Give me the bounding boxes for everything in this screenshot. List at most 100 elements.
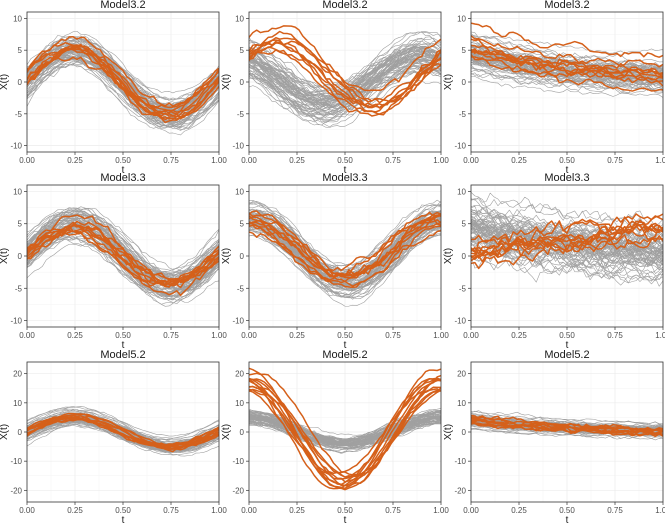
normal-curve <box>471 428 663 437</box>
x-tick-label: 0.00 <box>19 506 35 515</box>
normal-curve <box>27 236 219 298</box>
outlier-curve <box>471 22 663 58</box>
normal-curve <box>471 76 663 98</box>
normal-curve <box>249 201 441 268</box>
x-tick-label: 0.00 <box>19 156 35 165</box>
y-tick-label: 10 <box>13 14 22 23</box>
normal-curve <box>471 237 663 269</box>
y-tick-label: -5 <box>237 284 245 293</box>
y-tick-label: -20 <box>454 486 466 495</box>
x-tick-label: 0.00 <box>463 156 479 165</box>
normal-curve <box>471 198 663 233</box>
x-axis-title: t <box>122 515 125 525</box>
normal-curve <box>471 238 663 274</box>
y-tick-label: 10 <box>235 14 244 23</box>
y-tick-label: -10 <box>10 142 22 151</box>
normal-curve <box>471 219 663 257</box>
y-tick-label: -10 <box>232 457 244 466</box>
y-tick-label: 5 <box>240 220 245 229</box>
y-axis-title: X(t) <box>221 248 232 264</box>
x-tick-label: 0.25 <box>289 156 305 165</box>
outlier-curve <box>471 236 663 270</box>
normal-curve <box>471 35 663 68</box>
x-tick-label: 0.25 <box>67 331 83 340</box>
y-tick-label: 0 <box>462 252 467 261</box>
y-tick-label: -10 <box>454 457 466 466</box>
outlier-curve <box>27 416 219 448</box>
outlier-curve <box>27 47 219 114</box>
normal-curve <box>471 196 663 229</box>
outlier-curve <box>249 229 441 288</box>
x-tick-label: 0.50 <box>115 331 131 340</box>
outlier-curve <box>249 41 441 109</box>
normal-curve <box>27 425 219 456</box>
outlier-curve <box>249 377 441 490</box>
outlier-curve <box>249 30 441 109</box>
normal-curve <box>249 52 441 112</box>
outlier-curve <box>471 56 663 92</box>
x-tick-label: 1.00 <box>211 156 227 165</box>
x-tick-label: 0.00 <box>241 506 257 515</box>
normal-curve <box>249 69 441 128</box>
x-tick-label: 0.25 <box>511 506 527 515</box>
panel-curves <box>471 192 663 287</box>
panel-curves <box>249 25 441 128</box>
y-tick-label: -10 <box>454 317 466 326</box>
y-axis-title: X(t) <box>0 74 10 90</box>
x-tick-label: 0.50 <box>559 506 575 515</box>
x-tick-label: 0.25 <box>67 156 83 165</box>
x-axis-title: t <box>566 515 569 525</box>
y-tick-label: -10 <box>10 317 22 326</box>
y-tick-label: 0 <box>240 78 245 87</box>
y-axis-title: X(t) <box>443 248 454 264</box>
outlier-curve <box>249 46 441 116</box>
outlier-curve <box>27 413 219 448</box>
panel-3: Model3.2 0.00 0.25 0.50 0.75 1.00 -10 -5 0 5 10 t X(… <box>443 0 665 176</box>
normal-curve <box>249 37 441 99</box>
y-tick-label: 10 <box>235 187 244 196</box>
x-tick-label: 0.75 <box>607 156 623 165</box>
x-tick-label: 0.50 <box>559 331 575 340</box>
panel-7: Model5.2 0.00 0.25 0.50 0.75 1.00 -20 -10 0 10 20 t… <box>0 349 227 525</box>
y-tick-label: -5 <box>459 110 467 119</box>
y-tick-label: 20 <box>13 370 22 379</box>
panel-title: Model3.3 <box>100 172 145 184</box>
outlier-curve <box>249 388 441 491</box>
normal-curve <box>249 66 441 119</box>
normal-curve <box>249 49 441 96</box>
outlier-curve <box>471 416 663 431</box>
y-tick-label: -20 <box>10 486 22 495</box>
outlier-curve <box>27 230 219 284</box>
x-tick-label: 0.25 <box>511 156 527 165</box>
y-tick-label: 10 <box>13 399 22 408</box>
outlier-curve <box>249 214 441 278</box>
panel-9: Model5.2 0.00 0.25 0.50 0.75 1.00 -20 -10 0 10 20 t… <box>443 349 665 525</box>
y-tick-label: -10 <box>232 317 244 326</box>
y-tick-label: 10 <box>235 399 244 408</box>
x-tick-label: 0.50 <box>337 506 353 515</box>
panel-title: Model5.2 <box>100 349 145 361</box>
outlier-curve <box>471 48 663 84</box>
x-tick-label: 0.50 <box>337 156 353 165</box>
normal-curve <box>249 214 441 274</box>
y-tick-label: 10 <box>457 399 466 408</box>
x-tick-label: 0.25 <box>67 506 83 515</box>
y-tick-label: 5 <box>462 46 467 55</box>
outlier-curve <box>27 214 219 288</box>
normal-curve <box>249 55 441 108</box>
normal-curve <box>27 213 219 276</box>
panel-2: Model3.2 0.00 0.25 0.50 0.75 1.00 -10 -5 0 5 10 t X(… <box>221 0 449 176</box>
panel-title: Model5.2 <box>544 349 589 361</box>
normal-curve <box>249 233 441 298</box>
y-tick-label: 5 <box>18 220 23 229</box>
y-axis-title: X(t) <box>0 248 10 264</box>
x-tick-label: 0.50 <box>115 506 131 515</box>
normal-curve <box>471 410 663 425</box>
outlier-curve <box>471 223 663 257</box>
y-tick-label: -10 <box>454 142 466 151</box>
normal-curve <box>471 210 663 250</box>
normal-curve <box>471 73 663 94</box>
x-axis-title: t <box>344 165 347 176</box>
normal-curve <box>249 202 441 271</box>
y-tick-label: 0 <box>18 252 23 261</box>
